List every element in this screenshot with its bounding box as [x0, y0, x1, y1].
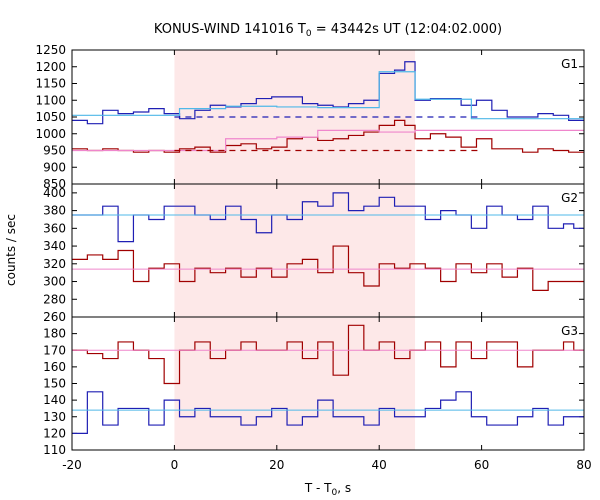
title-rest: = 43442s UT (12:04:02.000)	[312, 22, 502, 37]
y-tick-label: 1100	[35, 93, 66, 107]
panel-g3: 110 120 130 140 150 160 170 180 G3	[43, 316, 585, 457]
y-tick-label: 380	[43, 204, 66, 218]
counts-histogram-blue	[72, 391, 584, 434]
xlabel-sub: 0	[332, 488, 338, 498]
panel-label: G1	[561, 57, 578, 71]
y-tick-label: 120	[43, 426, 66, 440]
y-tick-label: 160	[43, 360, 66, 374]
y-tick-label: 300	[43, 275, 66, 289]
fit-step-light_blue	[72, 71, 584, 120]
y-tick-label: 1250	[35, 43, 66, 57]
y-tick-label: 1150	[35, 77, 66, 91]
chart-title: KONUS-WIND 141016 T0 = 43442s UT (12:04:…	[154, 22, 502, 39]
title-main: KONUS-WIND 141016 T	[154, 22, 306, 37]
x-tick-label: 0	[171, 458, 179, 472]
y-tick-label: 1050	[35, 110, 66, 124]
shaded-interval	[174, 317, 416, 450]
xlabel-main: T - T	[304, 481, 332, 495]
y-tick-label: 110	[43, 443, 66, 457]
y-tick-label: 1200	[35, 60, 66, 74]
y-tick-label: 950	[43, 144, 66, 158]
panel-label: G2	[561, 191, 578, 205]
panel-g2: 260 280 300 320 340 360 380 400 G2	[43, 183, 585, 324]
y-tick-label: 400	[43, 186, 66, 200]
y-tick-label: 360	[43, 221, 66, 235]
y-tick-label: 180	[43, 327, 66, 341]
y-tick-label: 130	[43, 410, 66, 424]
title-sub: 0	[306, 29, 312, 39]
x-tick-label: 20	[269, 458, 284, 472]
y-axis-label: counts / sec	[4, 214, 18, 286]
fit-step-pink	[72, 129, 584, 152]
y-tick-label: 900	[43, 160, 66, 174]
x-tick-label: 60	[474, 458, 489, 472]
y-tick-label: 1000	[35, 127, 66, 141]
panel-frame	[71, 316, 585, 451]
plot-panels: 850900950100010501100115012001250G126028…	[35, 43, 591, 472]
y-tick-label: 260	[43, 310, 66, 324]
y-tick-label: 170	[43, 343, 66, 357]
panel-label: G3	[561, 324, 578, 338]
x-tick-label: 40	[372, 458, 387, 472]
x-tick-label: 80	[576, 458, 591, 472]
x-axis-label: T - T0, s	[304, 481, 351, 498]
y-tick-label: 150	[43, 377, 66, 391]
counts-histogram-blue	[72, 61, 584, 125]
xlabel-rest: , s	[337, 481, 351, 495]
counts-histogram-red	[72, 324, 584, 385]
y-tick-label: 280	[43, 292, 66, 306]
panel-g1: 850 900 950 1000 1050 1100 1150 1200 1250 G1	[35, 43, 585, 191]
y-tick-label: 140	[43, 393, 66, 407]
counts-histogram-red	[72, 245, 584, 291]
y-tick-label: 340	[43, 239, 66, 253]
x-tick-label: -20	[62, 458, 82, 472]
y-tick-label: 850	[43, 177, 66, 191]
y-tick-label: 320	[43, 257, 66, 271]
